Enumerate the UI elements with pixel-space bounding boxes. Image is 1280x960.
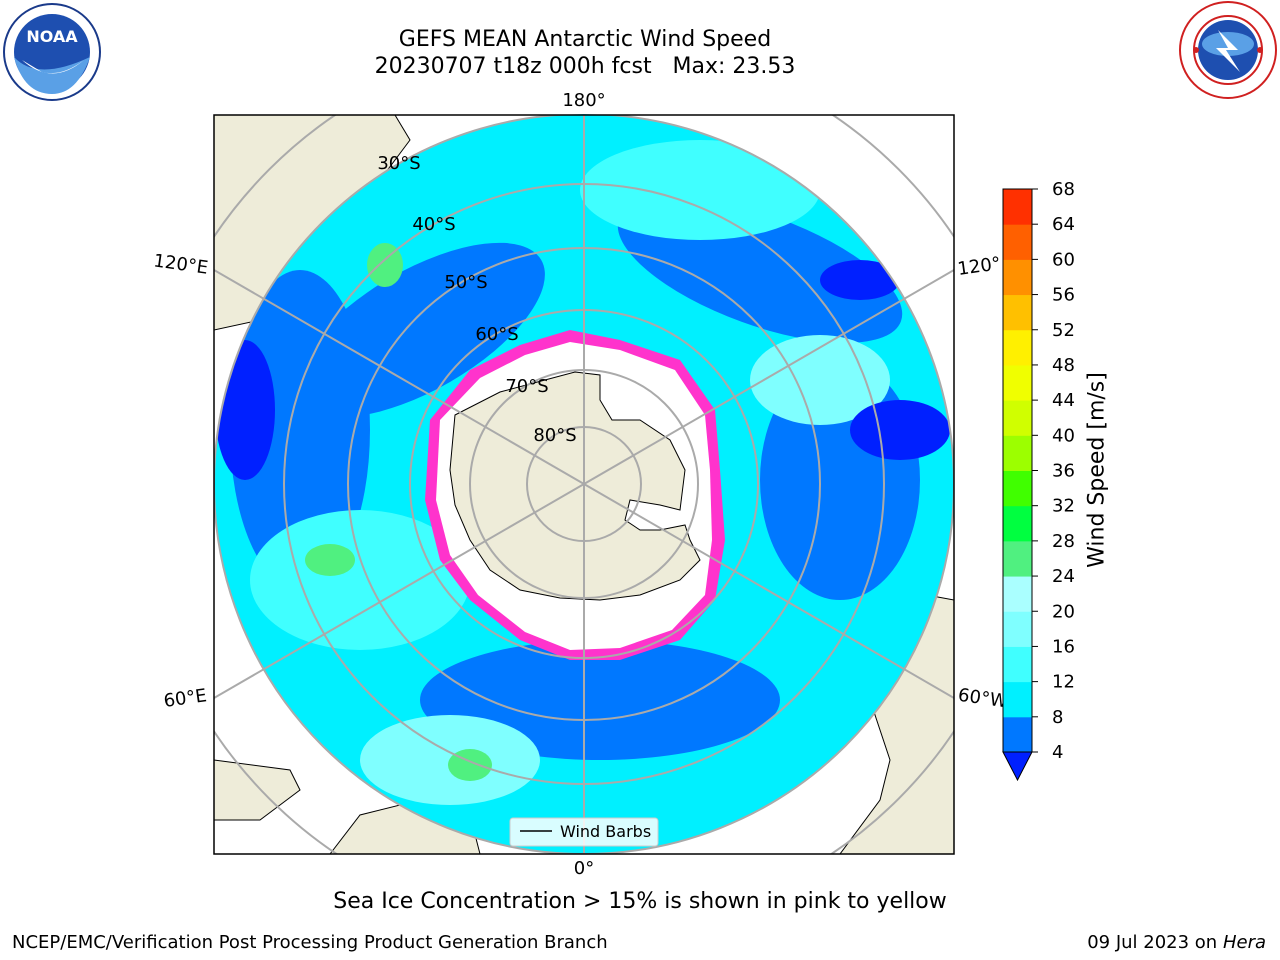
- svg-text:NOAA: NOAA: [26, 27, 78, 46]
- colorbar-tick-label: 64: [1052, 214, 1075, 235]
- lon-label-180: 180°: [562, 90, 605, 111]
- antarctica-land: [449, 371, 701, 601]
- colorbar-segment: [1003, 329, 1032, 366]
- lon-label-60w: 60°W: [957, 685, 1009, 713]
- africa-land: [214, 759, 301, 821]
- colorbar-segment: [1003, 400, 1032, 436]
- sea-ice-caption: Sea Ice Concentration > 15% is shown in …: [333, 889, 947, 914]
- colorbar-tick-label: 36: [1052, 461, 1075, 482]
- colorbar-tick-label: 68: [1052, 179, 1075, 200]
- lat-label-50s: 50°S: [444, 272, 487, 293]
- colorbar-tick-label: 28: [1052, 531, 1075, 552]
- lon-label-120e: 120°E: [152, 250, 209, 278]
- colorbar-tick-label: 40: [1052, 425, 1075, 446]
- colorbar-tick-label: 48: [1052, 355, 1075, 376]
- lat-label-70s: 70°S: [505, 376, 548, 397]
- lon-label-60e: 60°E: [162, 685, 208, 712]
- colorbar-segment: [1003, 259, 1032, 296]
- colorbar-segment: [1003, 576, 1032, 612]
- colorbar-segment: [1003, 435, 1032, 471]
- colorbar-segment: [1003, 364, 1032, 401]
- colorbar-segment: [1003, 646, 1032, 683]
- colorbar-segment: [1003, 611, 1032, 647]
- lat-label-40s: 40°S: [412, 214, 455, 235]
- colorbar-segment: [1003, 224, 1032, 260]
- colorbar-tick-label: 44: [1052, 390, 1075, 411]
- lon-label-0: 0°: [574, 858, 594, 879]
- colorbar-segment: [1003, 540, 1032, 577]
- colorbar-tick-label: 20: [1052, 601, 1075, 622]
- colorbar-segment: [1003, 470, 1032, 507]
- wind-barbs-legend-label: Wind Barbs: [560, 822, 651, 841]
- colorbar-segment: [1003, 189, 1032, 225]
- colorbar-tick-label: 24: [1052, 566, 1075, 587]
- colorbar-label: Wind Speed [m/s]: [1084, 372, 1110, 568]
- colorbar-segment: [1003, 294, 1032, 331]
- colorbar-tick-label: 4: [1052, 742, 1063, 763]
- chart-title: GEFS MEAN Antarctic Wind Speed: [398, 27, 772, 52]
- colorbar-tick-label: 60: [1052, 249, 1075, 270]
- colorbar-segment: [1003, 681, 1032, 718]
- colorbar-tick-label: 12: [1052, 672, 1075, 693]
- lat-label-60s: 60°S: [475, 324, 518, 345]
- colorbar-segment: [1003, 716, 1032, 753]
- chart-subtitle: 20230707 t18z 000h fcst Max: 23.53: [374, 54, 796, 79]
- colorbar-tick-label: 52: [1052, 320, 1075, 341]
- colorbar-extend-min: [1002, 751, 1033, 782]
- nws-logo: [1179, 1, 1277, 99]
- colorbar-tick-label: 32: [1052, 496, 1075, 517]
- footer-host: Hera: [1222, 932, 1266, 953]
- footer-date: 09 Jul 2023 on Hera: [1087, 932, 1266, 953]
- colorbar-tick-label: 56: [1052, 285, 1075, 306]
- footer-credit: NCEP/EMC/Verification Post Processing Pr…: [12, 932, 608, 953]
- lat-label-30s: 30°S: [377, 153, 420, 174]
- colorbar-tick-label: 16: [1052, 636, 1075, 657]
- lat-label-80s: 80°S: [533, 425, 576, 446]
- footer-date-text: 09 Jul 2023 on: [1087, 932, 1223, 953]
- noaa-logo: NOAA: [3, 3, 101, 101]
- colorbar-segment: [1003, 505, 1032, 542]
- graticule: [214, 115, 954, 854]
- wind-barbs-legend: Wind Barbs: [509, 817, 659, 847]
- lon-label-120w: 120°: [956, 253, 1002, 280]
- colorbar-tick-label: 8: [1052, 707, 1063, 728]
